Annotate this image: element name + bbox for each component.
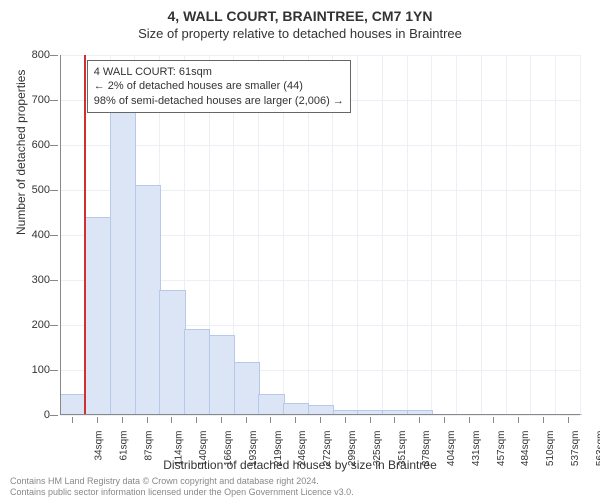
bar xyxy=(60,394,86,415)
x-tick xyxy=(370,417,371,423)
annotation-box: 4 WALL COURT: 61sqm ← 2% of detached hou… xyxy=(87,60,351,113)
x-axis-line xyxy=(60,414,580,415)
x-tick xyxy=(295,417,296,423)
x-tick xyxy=(518,417,519,423)
chart-container: 4, WALL COURT, BRAINTREE, CM7 1YN Size o… xyxy=(0,0,600,500)
y-tick-label: 200 xyxy=(32,319,50,331)
x-tick xyxy=(419,417,420,423)
x-tick-label: 34sqm xyxy=(94,431,105,461)
plot-area: 0100200300400500600700800 34sqm61sqm87sq… xyxy=(60,55,580,415)
x-tick xyxy=(320,417,321,423)
bar xyxy=(184,329,210,415)
y-tick xyxy=(50,325,58,326)
bar xyxy=(135,185,161,416)
x-tick-label: 87sqm xyxy=(143,431,154,461)
y-tick xyxy=(50,415,58,416)
x-tick xyxy=(122,417,123,423)
bar xyxy=(85,217,111,415)
y-tick-label: 400 xyxy=(32,229,50,241)
x-tick xyxy=(246,417,247,423)
x-tick xyxy=(221,417,222,423)
x-tick xyxy=(493,417,494,423)
x-tick xyxy=(394,417,395,423)
y-tick xyxy=(50,370,58,371)
y-tick xyxy=(50,235,58,236)
y-tick-label: 700 xyxy=(32,94,50,106)
x-tick xyxy=(97,417,98,423)
y-tick xyxy=(50,280,58,281)
page-subtitle: Size of property relative to detached ho… xyxy=(0,24,600,46)
x-tick xyxy=(171,417,172,423)
bar xyxy=(110,111,136,415)
annotation-line-2: ← 2% of detached houses are smaller (44) xyxy=(94,79,344,93)
x-tick xyxy=(196,417,197,423)
y-tick xyxy=(50,145,58,146)
y-tick xyxy=(50,55,58,56)
bar xyxy=(258,394,284,415)
page-title: 4, WALL COURT, BRAINTREE, CM7 1YN xyxy=(0,0,600,24)
x-tick xyxy=(270,417,271,423)
marker-line xyxy=(84,55,86,415)
footer-line-2: Contains public sector information licen… xyxy=(10,487,354,498)
y-axis-title: Number of detached properties xyxy=(14,70,28,235)
y-tick xyxy=(50,190,58,191)
x-tick xyxy=(72,417,73,423)
y-tick-label: 100 xyxy=(32,364,50,376)
x-tick xyxy=(444,417,445,423)
y-tick-label: 600 xyxy=(32,139,50,151)
x-tick xyxy=(345,417,346,423)
bar xyxy=(209,335,235,415)
grid-line-v xyxy=(580,55,581,415)
footer-line-1: Contains HM Land Registry data © Crown c… xyxy=(10,476,354,487)
grid-line-h xyxy=(60,415,580,416)
bar xyxy=(159,290,185,415)
x-tick xyxy=(469,417,470,423)
y-tick-label: 0 xyxy=(44,409,50,421)
y-axis-line xyxy=(60,55,61,415)
y-tick-label: 300 xyxy=(32,274,50,286)
bar xyxy=(234,362,260,415)
annotation-line-1: 4 WALL COURT: 61sqm xyxy=(94,65,344,79)
x-tick xyxy=(568,417,569,423)
y-tick-label: 500 xyxy=(32,184,50,196)
x-tick xyxy=(147,417,148,423)
annotation-line-3: 98% of semi-detached houses are larger (… xyxy=(94,94,344,108)
x-tick-label: 61sqm xyxy=(119,431,130,461)
y-tick xyxy=(50,100,58,101)
x-tick xyxy=(543,417,544,423)
x-axis-title: Distribution of detached houses by size … xyxy=(0,458,600,472)
y-tick-label: 800 xyxy=(32,49,50,61)
footer: Contains HM Land Registry data © Crown c… xyxy=(10,476,354,498)
